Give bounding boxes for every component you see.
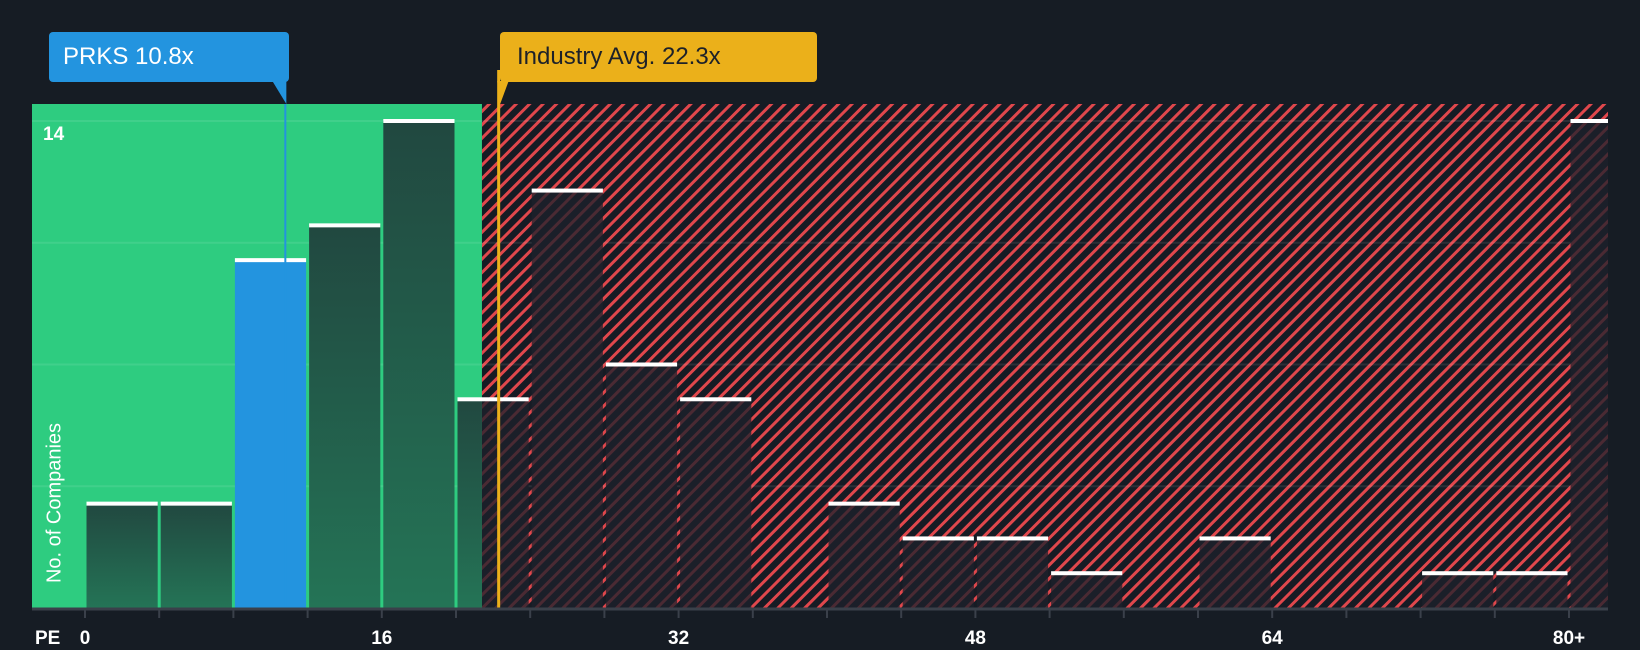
bar-cap <box>1422 571 1494 576</box>
histogram-bar <box>160 503 232 608</box>
histogram-bar <box>457 399 482 608</box>
y-axis-label: No. of Companies <box>43 422 66 584</box>
company-pe-label: PRKS 10.8x <box>63 43 194 70</box>
x-tick-label: 16 <box>371 628 393 649</box>
bar-cap <box>160 501 232 506</box>
industry-callout-pointer <box>497 81 509 104</box>
bar-cap <box>234 258 307 263</box>
x-tick-label: 0 <box>79 628 91 649</box>
bar-cap <box>531 188 603 193</box>
bar-cap <box>976 536 1049 541</box>
company-pe-callout: PRKS 10.8x <box>49 32 289 82</box>
bar-cap <box>902 536 974 541</box>
industry-avg-label: Industry Avg. 22.3x <box>517 43 721 70</box>
bar-cap <box>86 501 158 506</box>
histogram-bar <box>481 399 529 608</box>
histogram-bar <box>1496 573 1568 608</box>
histogram-bar <box>902 538 974 608</box>
x-tick-label: 80+ <box>1552 628 1586 649</box>
bar-cap <box>457 397 529 402</box>
histogram-bar <box>605 364 678 608</box>
histogram-bar <box>1570 121 1608 608</box>
histogram-bars <box>86 119 1608 609</box>
histogram-bar <box>531 190 603 609</box>
bar-cap <box>680 397 752 402</box>
x-tick-label: 64 <box>1261 628 1283 649</box>
y-max-tick-label: 14 <box>43 124 65 145</box>
industry-avg-callout: Industry Avg. 22.3x <box>500 32 817 82</box>
bar-cap <box>828 501 900 506</box>
histogram-bar <box>383 121 455 608</box>
bar-cap <box>1199 536 1271 541</box>
histogram-bar <box>1422 573 1494 608</box>
bar-cap <box>383 119 455 123</box>
bar-cap <box>1051 571 1123 576</box>
bar-cap <box>605 362 678 367</box>
x-axis <box>32 607 1608 618</box>
x-axis-prefix: PE <box>35 628 61 649</box>
histogram-bar <box>86 503 158 608</box>
highlighted-bar <box>234 260 307 608</box>
bar-cap <box>1496 571 1568 576</box>
x-tick-label: 48 <box>964 628 986 649</box>
bar-cap <box>1570 119 1608 123</box>
histogram-bar <box>309 225 381 608</box>
x-tick-label: 32 <box>668 628 690 649</box>
value-markers <box>272 70 509 608</box>
histogram-bar <box>976 538 1049 608</box>
histogram-bar <box>828 503 900 608</box>
histogram-bar <box>1051 573 1123 608</box>
company-callout-pointer <box>272 81 287 104</box>
bar-cap <box>309 223 381 228</box>
histogram-bar <box>680 399 752 608</box>
histogram-bar <box>1199 538 1271 608</box>
